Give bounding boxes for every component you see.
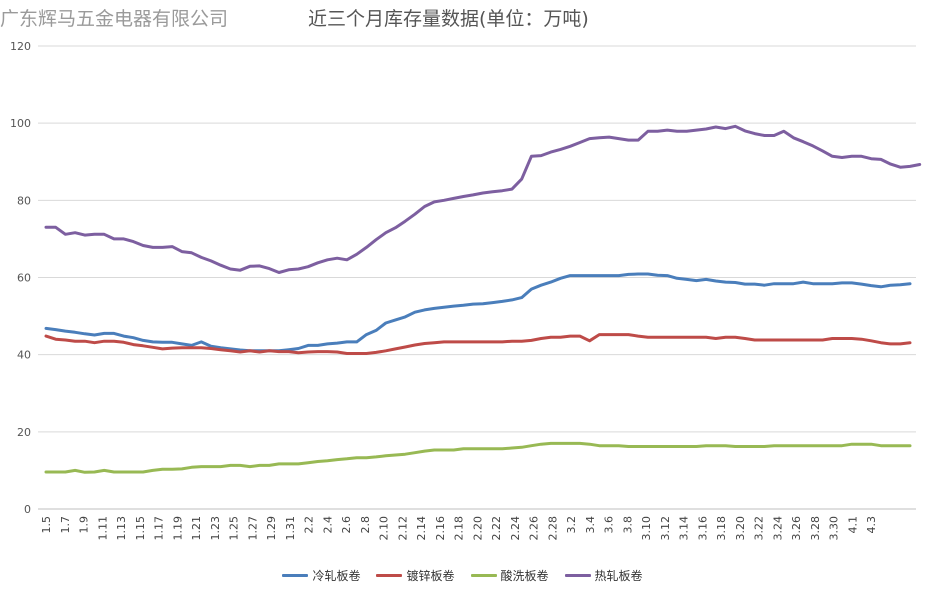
legend-swatch: [564, 574, 591, 577]
x-tick-label: 1.13: [115, 516, 128, 541]
x-tick-label: 2.4: [321, 516, 334, 534]
x-tick-label: 1.21: [190, 516, 203, 541]
x-tick-label: 4.3: [865, 516, 878, 534]
legend-item: 酸洗板卷: [470, 567, 549, 584]
series-line: [44, 124, 922, 274]
legend-item: 热轧板卷: [564, 567, 643, 584]
x-tick-label: 2.14: [415, 516, 428, 541]
x-tick-label: 1.27: [246, 516, 259, 541]
x-tick-label: 1.11: [96, 516, 109, 541]
x-tick-label: 3.8: [621, 516, 634, 534]
x-tick-label: 1.9: [78, 516, 91, 534]
legend-swatch: [376, 574, 403, 577]
x-tick-label: 3.26: [790, 516, 803, 541]
legend-label: 酸洗板卷: [500, 569, 549, 583]
chart-title: 近三个月库存量数据(单位：万吨): [308, 8, 589, 30]
legend-label: 热轧板卷: [594, 569, 643, 583]
x-tick-label: 1.19: [171, 516, 184, 541]
x-tick-label: 1.15: [134, 516, 147, 541]
legend-label: 镀锌板卷: [406, 569, 455, 583]
y-tick-label: 20: [17, 426, 31, 439]
x-tick-label: 4.1: [846, 516, 859, 534]
x-tick-label: 3.20: [734, 516, 747, 541]
y-tick-label: 120: [10, 40, 31, 53]
x-tick-label: 3.16: [696, 516, 709, 541]
x-tick-label: 2.16: [434, 516, 447, 541]
x-tick-label: 2.18: [453, 516, 466, 541]
legend-item: 冷轧板卷: [282, 567, 360, 584]
legend-label: 冷轧板卷: [312, 569, 361, 583]
legend-swatch: [470, 574, 497, 577]
x-tick-label: 2.28: [546, 516, 559, 541]
x-tick-label: 1.25: [228, 516, 241, 541]
x-tick-label: 1.5: [40, 516, 53, 534]
x-tick-label: 1.31: [284, 516, 297, 541]
x-tick-label: 2.24: [509, 516, 522, 541]
x-tick-label: 1.29: [265, 516, 278, 541]
x-tick-label: 2.6: [340, 516, 353, 534]
x-tick-label: 3.2: [565, 516, 578, 534]
legend-item: 镀锌板卷: [376, 567, 455, 584]
x-tick-label: 2.10: [378, 516, 391, 541]
y-tick-label: 100: [10, 117, 31, 130]
chart-legend: 冷轧板卷 镀锌板卷 酸洗板卷 热轧板卷: [0, 567, 925, 584]
series-line: [44, 441, 912, 474]
x-tick-label: 3.28: [809, 516, 822, 541]
x-tick-label: 3.14: [678, 516, 691, 541]
x-tick-label: 2.12: [396, 516, 409, 541]
y-tick-label: 0: [24, 503, 31, 516]
x-tick-label: 3.12: [659, 516, 672, 541]
y-tick-label: 60: [17, 272, 31, 285]
legend-swatch: [282, 574, 309, 577]
x-tick-label: 3.6: [603, 516, 616, 534]
series-line: [44, 333, 912, 355]
x-tick-label: 2.20: [471, 516, 484, 541]
x-tick-label: 1.23: [209, 516, 222, 541]
x-tick-label: 2.2: [303, 516, 316, 534]
gridlines: [38, 45, 916, 510]
company-watermark: 广东辉马五金电器有限公司: [0, 8, 229, 30]
x-tick-label: 1.7: [59, 516, 72, 534]
x-tick-label: 3.24: [771, 516, 784, 541]
series-line: [44, 272, 912, 353]
y-tick-label: 40: [17, 349, 31, 362]
y-tick-label: 80: [17, 194, 31, 207]
x-tick-label: 3.10: [640, 516, 653, 541]
x-tick-label: 1.17: [153, 516, 166, 541]
x-tick-label: 2.22: [490, 516, 503, 541]
x-tick-label: 2.8: [359, 516, 372, 534]
x-tick-label: 3.4: [584, 516, 597, 534]
x-tick-label: 3.30: [828, 516, 841, 541]
x-tick-label: 3.18: [715, 516, 728, 541]
x-tick-label: 3.22: [753, 516, 766, 541]
series-lines: [44, 124, 922, 474]
axes: 0 20 40 60 80 100 120 1.5 1.7 1.9 1.11 1.13 1.15 1.17…: [10, 40, 878, 541]
x-tick-label: 2.26: [528, 516, 541, 541]
